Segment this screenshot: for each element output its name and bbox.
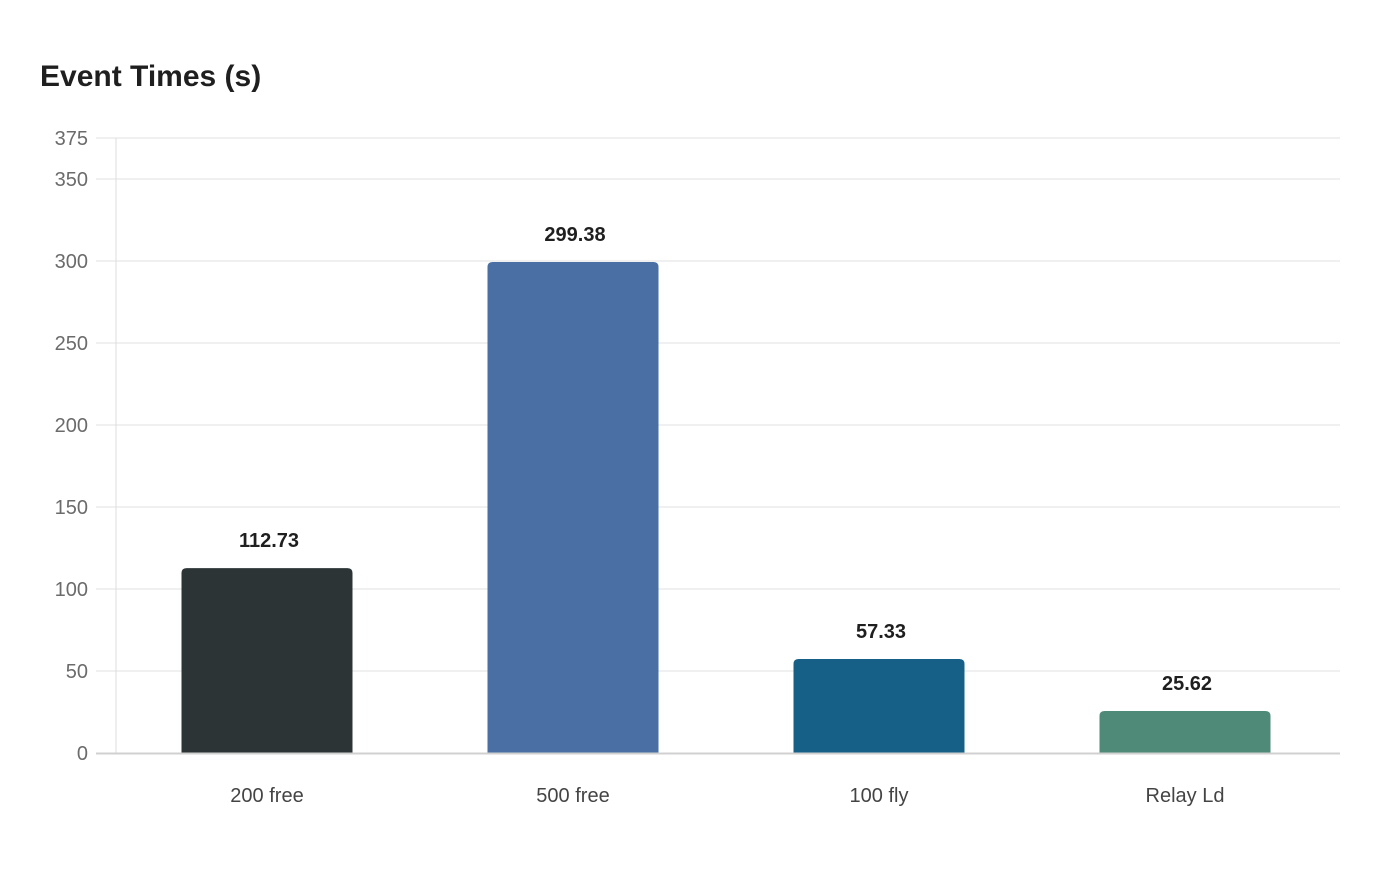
y-tick-label: 375 xyxy=(55,128,88,150)
x-tick-label: 500 free xyxy=(536,785,609,807)
chart-title: Event Times (s) xyxy=(40,60,262,93)
y-axis: 0 50 100 150 200 250 300 350 375 xyxy=(55,128,117,765)
x-tick-label: 200 free xyxy=(230,785,303,807)
bar-500-free[interactable] xyxy=(487,262,659,753)
y-tick-label: 0 xyxy=(77,743,88,765)
value-label: 299.38 xyxy=(544,224,605,246)
x-tick-label: 100 fly xyxy=(850,785,909,807)
y-tick-label: 350 xyxy=(55,169,88,191)
value-label: 25.62 xyxy=(1162,673,1212,695)
x-tick-label: Relay Ld xyxy=(1146,785,1225,807)
y-tick-label: 250 xyxy=(55,333,88,355)
x-axis: 200 free 500 free 100 fly Relay Ld xyxy=(96,752,1340,807)
y-tick-label: 50 xyxy=(66,661,88,683)
bars: 112.73 299.38 57.33 25.62 xyxy=(181,224,1271,753)
bar-100-fly[interactable] xyxy=(793,658,965,753)
y-tick-label: 300 xyxy=(55,251,88,273)
y-tick-label: 100 xyxy=(55,579,88,601)
y-tick-label: 150 xyxy=(55,497,88,519)
value-label: 112.73 xyxy=(239,530,299,552)
bar-relay-ld[interactable] xyxy=(1099,710,1271,753)
value-label: 57.33 xyxy=(856,621,906,643)
bar-200-free[interactable] xyxy=(181,568,353,753)
y-tick-label: 200 xyxy=(55,415,88,437)
